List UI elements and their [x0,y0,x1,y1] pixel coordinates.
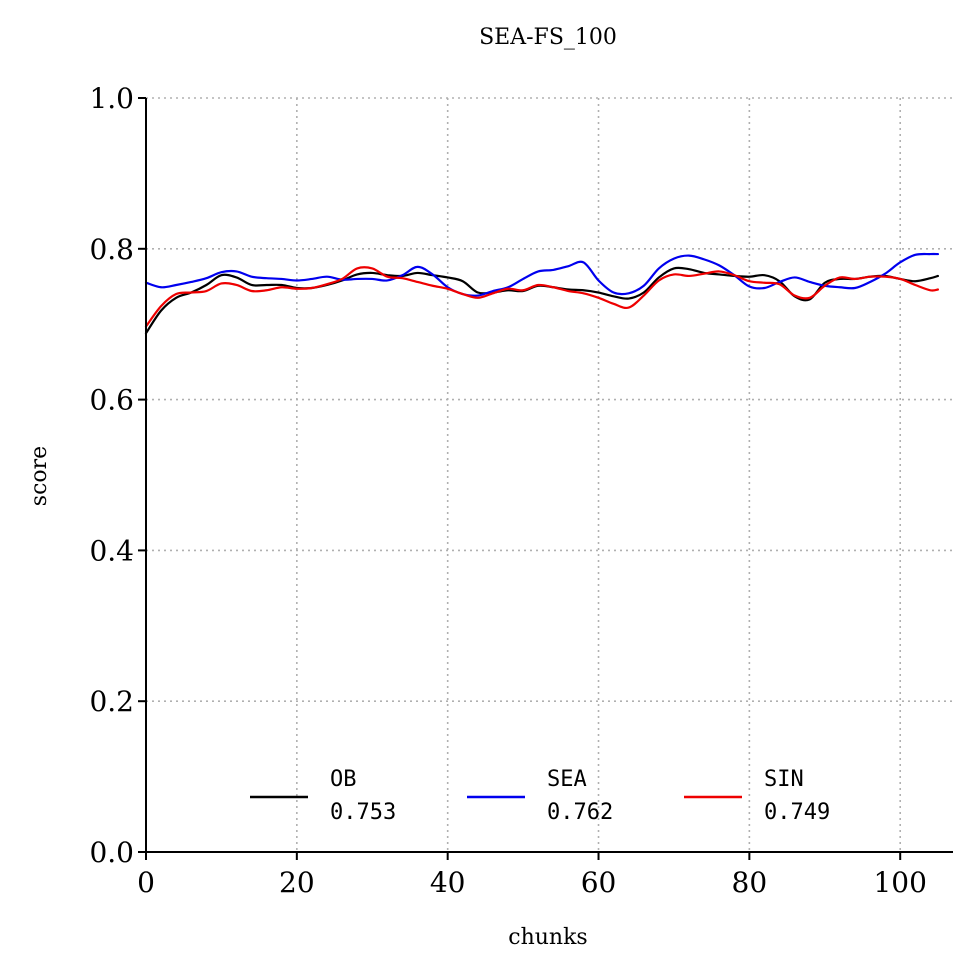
legend-label-sin: SIN [764,767,804,792]
y-tick-label: 1.0 [89,82,134,115]
y-axis-label: score [27,446,52,506]
x-axis-label: chunks [508,925,587,950]
x-tick-label: 20 [279,866,315,899]
legend-value-sin: 0.749 [764,800,830,825]
y-tick-label: 0.6 [89,384,134,417]
legend-value-ob: 0.753 [330,800,396,825]
y-tick-label: 0.0 [89,836,134,869]
ticks: 0.0 0.2 0.4 0.6 0.8 1.0 0 20 40 60 80 100 [89,82,926,899]
legend-value-sea: 0.762 [547,800,613,825]
y-tick-label: 0.4 [89,534,134,567]
y-tick-label: 0.2 [89,685,134,718]
legend: OB 0.753 SEA 0.762 SIN 0.749 [250,767,830,825]
chart-title: SEA-FS_100 [479,25,617,50]
grid [146,97,953,852]
x-tick-label: 100 [873,866,926,899]
legend-label-sea: SEA [547,767,587,792]
x-tick-label: 80 [732,866,768,899]
legend-label-ob: OB [330,767,357,792]
y-tick-label: 0.8 [89,233,134,266]
series-lines [144,252,940,335]
x-tick-label: 0 [137,866,155,899]
series-line-sea [144,252,940,297]
x-tick-label: 60 [581,866,617,899]
x-tick-label: 40 [430,866,466,899]
series-line-sin [144,266,940,328]
